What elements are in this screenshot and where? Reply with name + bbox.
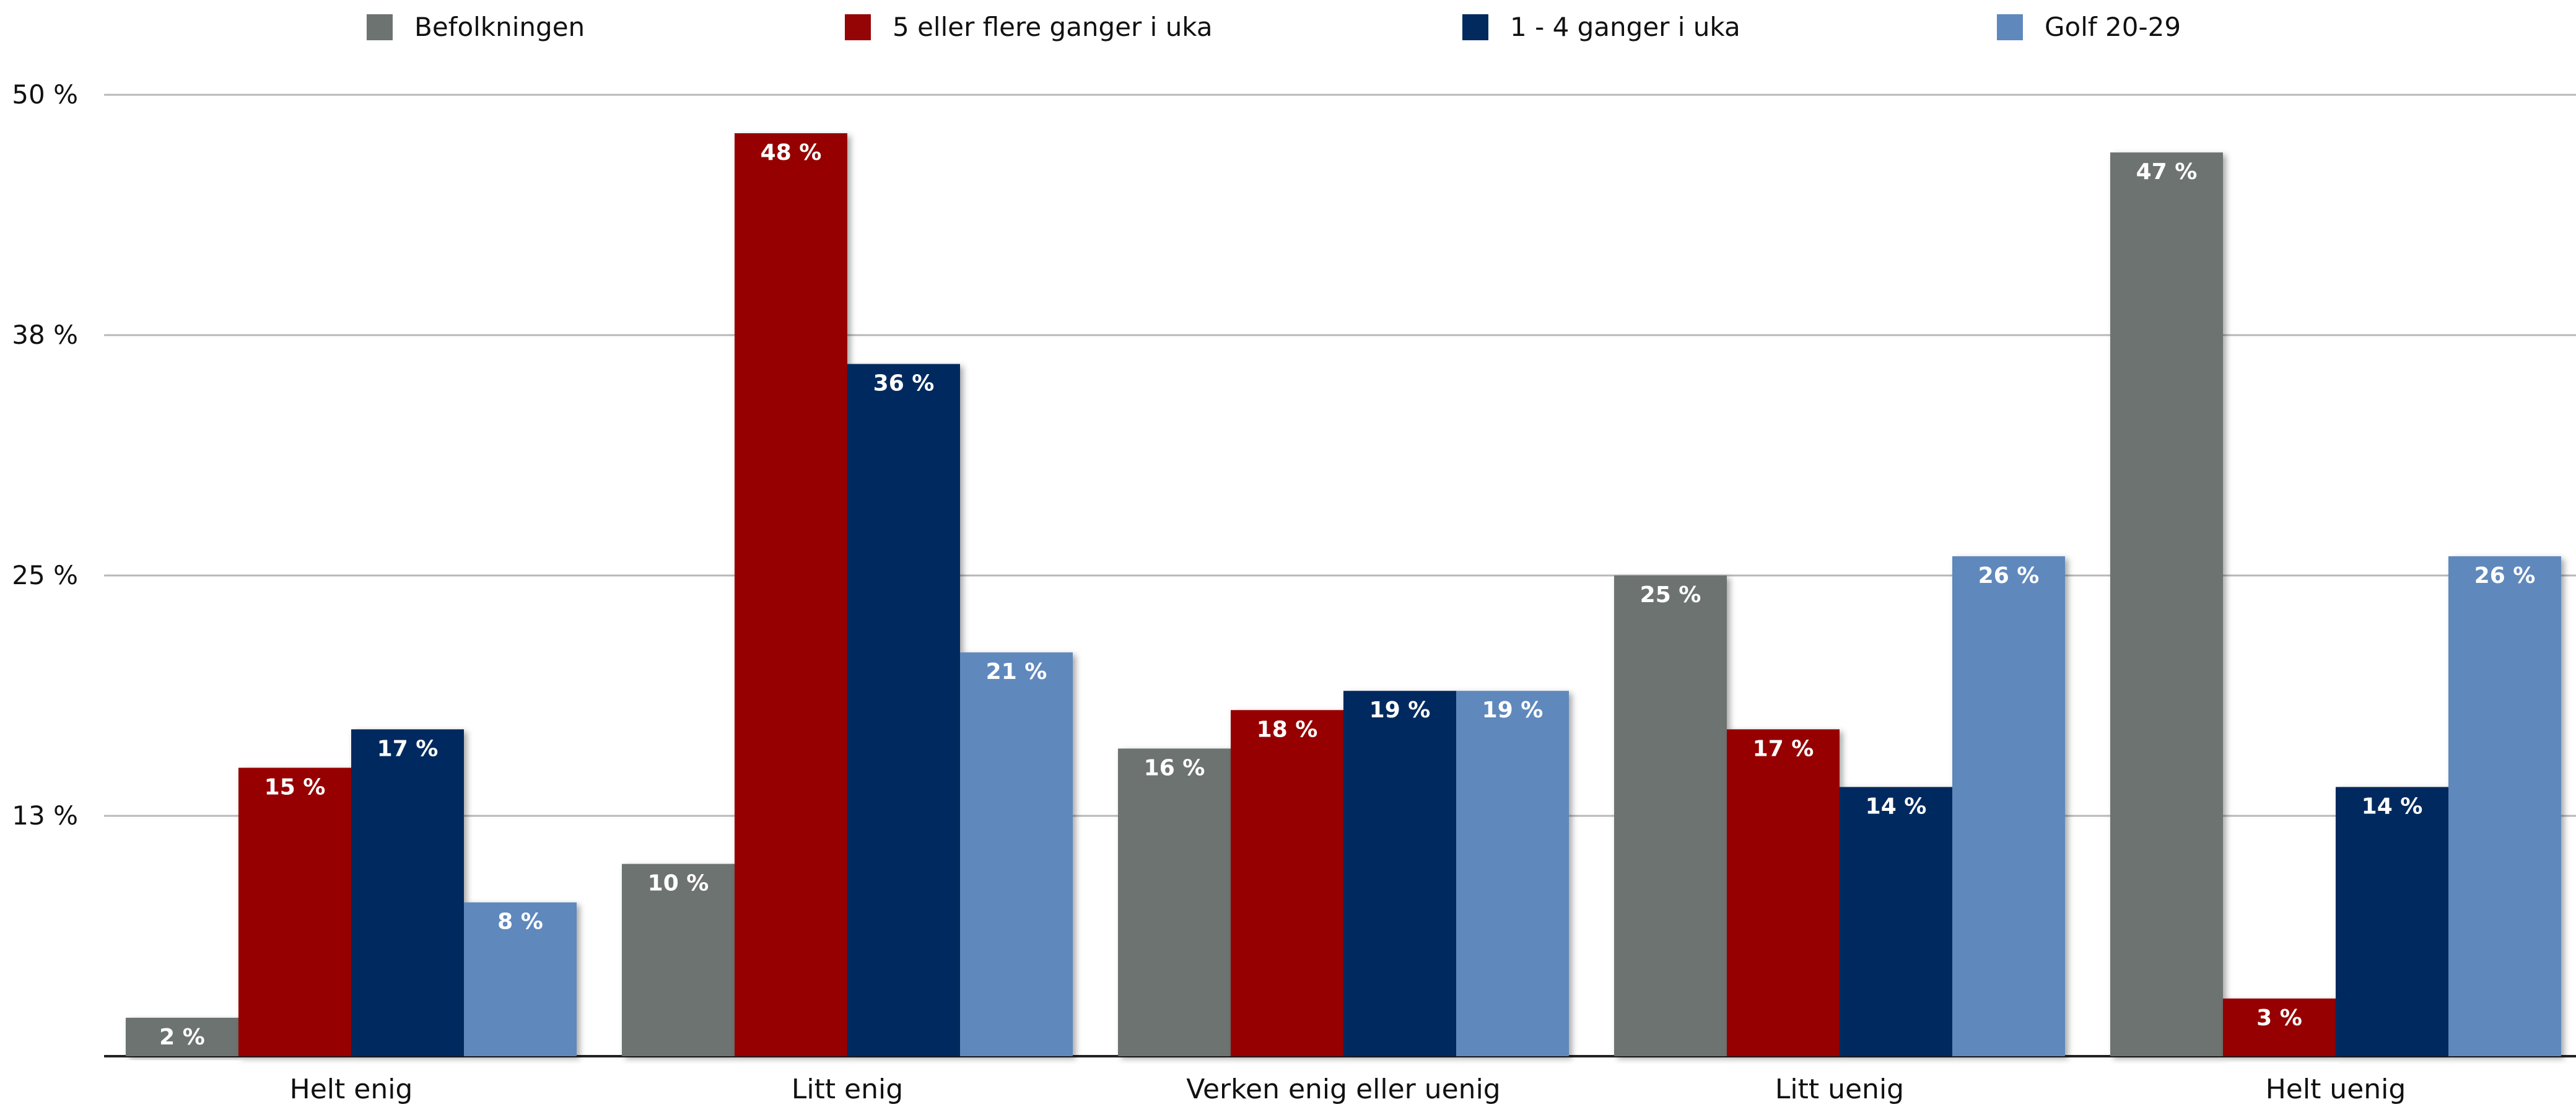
data-label: 16 %: [1144, 755, 1205, 781]
bar: [1727, 729, 1840, 1056]
data-label: 19 %: [1482, 698, 1543, 723]
bars: [126, 133, 2561, 1057]
bar: [351, 729, 464, 1056]
bar: [126, 1017, 238, 1056]
data-label: 2 %: [159, 1025, 205, 1050]
data-label: 21 %: [986, 659, 1047, 685]
bar: [2110, 152, 2223, 1056]
data-label: 18 %: [1257, 717, 1318, 742]
data-label: 47 %: [2136, 159, 2198, 185]
y-tick-label: 38 %: [12, 320, 78, 350]
legend: Befolkningen 5 eller flere ganger i uka 1 …: [367, 12, 2181, 42]
legend-label: 1 - 4 ganger i uka: [1510, 12, 1740, 42]
data-label: 8 %: [497, 909, 543, 935]
legend-swatch: [845, 14, 871, 40]
bar: [1456, 691, 1569, 1056]
data-label: 3 %: [2256, 1005, 2302, 1031]
bar: [2223, 998, 2336, 1056]
bar: [464, 902, 577, 1056]
y-tick-label: 13 %: [12, 800, 78, 831]
bar: [238, 768, 351, 1056]
legend-swatch: [1462, 14, 1488, 40]
data-label: 15 %: [264, 774, 326, 800]
bar: [1952, 556, 2065, 1056]
x-tick-label: Litt uenig: [1775, 1074, 1904, 1105]
bar: [2448, 556, 2561, 1056]
data-label: 10 %: [648, 871, 709, 896]
legend-label: 5 eller flere ganger i uka: [893, 12, 1213, 42]
y-tick-label: 50 %: [12, 79, 78, 110]
bar: [1840, 787, 1952, 1056]
x-axis: Helt enig Litt enig Verken enig eller ueni…: [290, 1074, 2406, 1105]
data-label: 26 %: [2474, 563, 2536, 589]
y-tick-label: 25 %: [12, 560, 78, 590]
bar: [960, 652, 1073, 1056]
bar: [2336, 787, 2448, 1056]
data-label: 14 %: [2362, 794, 2423, 819]
data-label: 17 %: [1753, 736, 1814, 761]
legend-swatch: [367, 14, 393, 40]
legend-label: Befolkningen: [414, 12, 585, 42]
x-tick-label: Litt enig: [792, 1074, 903, 1105]
value-labels: 2 % 10 % 16 % 25 % 47 % 15 % 48 % 18 % 17 % 3 % 17…: [159, 140, 2535, 1050]
x-tick-label: Helt uenig: [2266, 1074, 2406, 1105]
legend-label: Golf 20-29: [2045, 12, 2181, 42]
data-label: 25 %: [1640, 582, 1701, 608]
bar: [1118, 748, 1231, 1056]
data-label: 36 %: [873, 371, 935, 396]
bar: [735, 133, 847, 1057]
legend-swatch: [1997, 14, 2023, 40]
data-label: 19 %: [1369, 698, 1431, 723]
bar: [1231, 710, 1343, 1056]
data-label: 26 %: [1978, 563, 2040, 589]
data-label: 17 %: [377, 736, 439, 761]
bar: [847, 364, 960, 1056]
bar: [1614, 575, 1727, 1056]
data-label: 48 %: [761, 140, 822, 165]
bar: [622, 864, 735, 1056]
x-tick-label: Verken enig eller uenig: [1186, 1074, 1500, 1105]
bar: [1343, 691, 1456, 1056]
data-label: 14 %: [1866, 794, 1927, 819]
x-tick-label: Helt enig: [290, 1074, 413, 1105]
